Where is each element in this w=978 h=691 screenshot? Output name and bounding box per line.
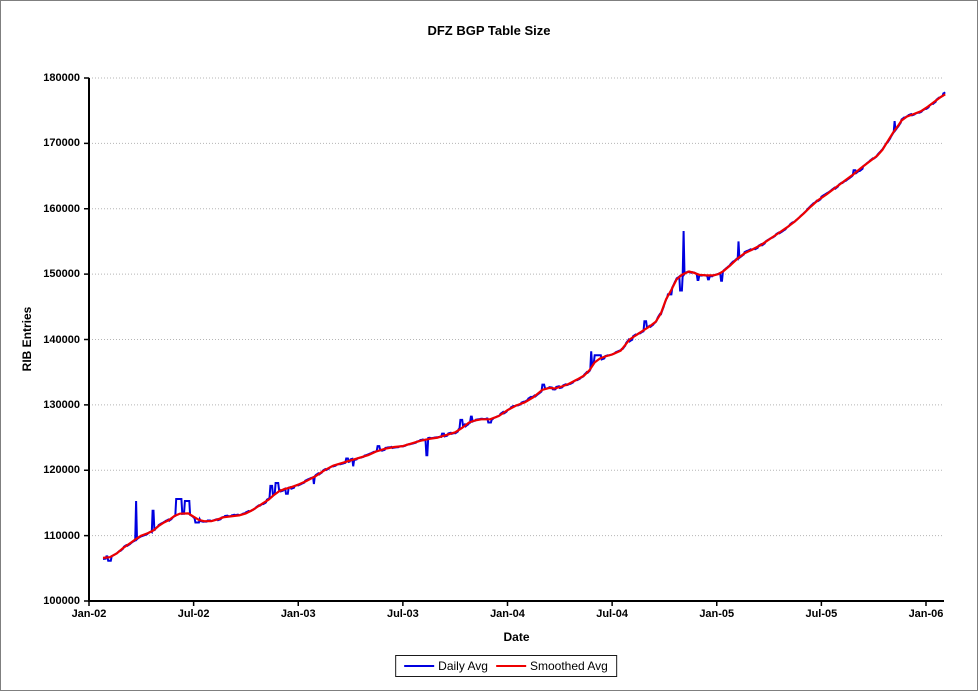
y-tick-label: 100000 — [43, 595, 80, 607]
legend-label-daily-avg: Daily Avg — [438, 659, 488, 673]
x-tick-label: Jul-02 — [177, 608, 210, 620]
smoothed-avg-line-swatch — [495, 665, 526, 667]
x-tick-label: Jan-05 — [699, 608, 735, 620]
y-tick-label: 180000 — [43, 72, 80, 84]
y-tick-label: 160000 — [43, 202, 80, 215]
chart-title: DFZ BGP Table Size — [427, 23, 551, 38]
y-tick-label: 120000 — [43, 464, 80, 477]
x-axis-title: Date — [503, 630, 530, 644]
x-tick-label: Jan-06 — [908, 608, 944, 620]
y-tick-label: 130000 — [43, 398, 80, 411]
legend-label-smoothed-avg: Smoothed Avg — [529, 659, 608, 673]
x-tick-label: Jul-05 — [805, 608, 838, 620]
x-tick-label: Jul-04 — [596, 608, 629, 620]
x-tick-label: Jan-03 — [280, 608, 316, 620]
legend-item-smoothed-avg: Smoothed Avg — [495, 659, 608, 673]
x-tick-label: Jan-04 — [490, 608, 525, 620]
x-tick-label: Jul-03 — [386, 608, 419, 620]
y-tick-label: 170000 — [43, 137, 80, 150]
smoothed-avg-line — [102, 93, 946, 559]
y-tick-label: 150000 — [43, 268, 80, 281]
legend: Daily Avg Smoothed Avg — [395, 655, 617, 677]
daily-avg-line-swatch — [404, 665, 435, 667]
x-tick-label: Jan-02 — [71, 608, 107, 620]
y-tick-label: 110000 — [43, 529, 80, 542]
legend-item-daily-avg: Daily Avg — [404, 659, 488, 673]
y-tick-label: 140000 — [43, 333, 80, 346]
daily-avg-line — [102, 91, 946, 562]
